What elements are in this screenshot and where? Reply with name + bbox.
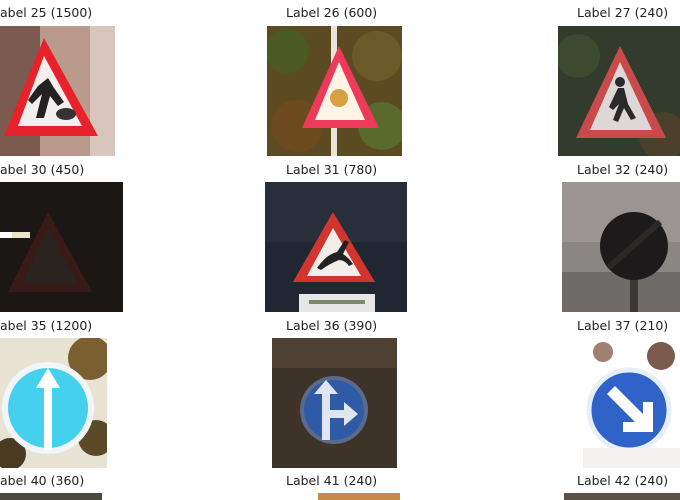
label-40: abel 40 (360) <box>0 474 84 488</box>
warning-triangle-sign-icon <box>267 26 402 156</box>
label-31: Label 31 (780) <box>286 163 377 177</box>
label-30: abel 30 (450) <box>0 163 84 177</box>
ahead-only-sign-icon <box>0 338 107 468</box>
wild-animals-sign-icon <box>265 182 407 312</box>
thumbnail-42-icon <box>564 493 680 500</box>
thumbnail-40-icon <box>0 493 102 500</box>
keep-right-sign-icon <box>583 338 680 468</box>
road-works-sign-icon <box>0 26 115 156</box>
label-32: Label 32 (240) <box>577 163 668 177</box>
straight-or-right-sign-icon <box>272 338 397 468</box>
label-41: Label 41 (240) <box>286 474 377 488</box>
end-of-restrictions-sign-icon <box>562 182 680 312</box>
label-42: Label 42 (240) <box>577 474 668 488</box>
thumbnail-41-icon <box>318 493 400 500</box>
label-25: abel 25 (1500) <box>0 6 92 20</box>
pedestrians-sign-icon <box>558 26 680 156</box>
label-37: Label 37 (210) <box>577 319 668 333</box>
label-26: Label 26 (600) <box>286 6 377 20</box>
label-36: Label 36 (390) <box>286 319 377 333</box>
label-27: Label 27 (240) <box>577 6 668 20</box>
label-35: abel 35 (1200) <box>0 319 92 333</box>
dark-warning-sign-icon <box>0 182 123 312</box>
